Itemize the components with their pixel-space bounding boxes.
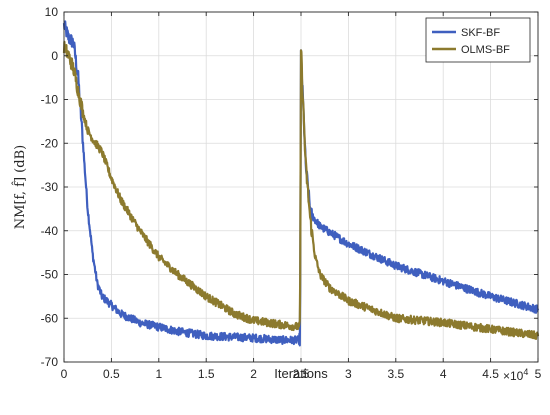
x-tick-label: 1.5	[198, 367, 215, 381]
x-axis-label: Iterations	[274, 366, 328, 381]
x-axis-exponent: ×104	[503, 367, 528, 383]
series-lines	[62, 20, 540, 347]
y-tick-label: 0	[51, 49, 58, 63]
x-tick-label: 0	[61, 367, 68, 381]
ticks: 0 0.5 1 1.5 2 2.5 3 3.5 4 4.5 5 -70 -60 -50 -40 -30 -20 -…	[41, 5, 542, 381]
x-tick-label: 2.5	[293, 367, 310, 381]
y-tick-label: -10	[41, 93, 59, 107]
x-tick-label: 3	[345, 367, 352, 381]
x-tick-label: 1	[155, 367, 162, 381]
y-tick-label: -50	[41, 268, 59, 282]
legend-box	[425, 17, 531, 63]
legend-label: SKF-BF	[461, 27, 500, 39]
legend: SKF-BF OLMS-BF	[425, 17, 531, 63]
x-exponent-base: ×10	[503, 369, 524, 383]
series-line-olms-bf	[62, 40, 540, 340]
x-tick-label: 2	[250, 367, 257, 381]
legend-label: OLMS-BF	[461, 44, 510, 56]
y-tick-label: -30	[41, 180, 59, 194]
x-tick-label: 5	[535, 367, 542, 381]
y-tick-label: -60	[41, 311, 59, 325]
x-tick-label: 4	[440, 367, 447, 381]
x-tick-label: 3.5	[387, 367, 404, 381]
x-tick-label: 4.5	[482, 367, 499, 381]
y-tick-label: -70	[41, 355, 59, 369]
x-exponent-power: 4	[523, 367, 528, 377]
y-tick-label: 10	[45, 5, 59, 19]
x-tick-label: 0.5	[103, 367, 120, 381]
y-tick-label: -20	[41, 136, 59, 150]
y-tick-label: -40	[41, 224, 59, 238]
y-axis-label: NM[f, f̂] (dB)	[11, 145, 28, 229]
